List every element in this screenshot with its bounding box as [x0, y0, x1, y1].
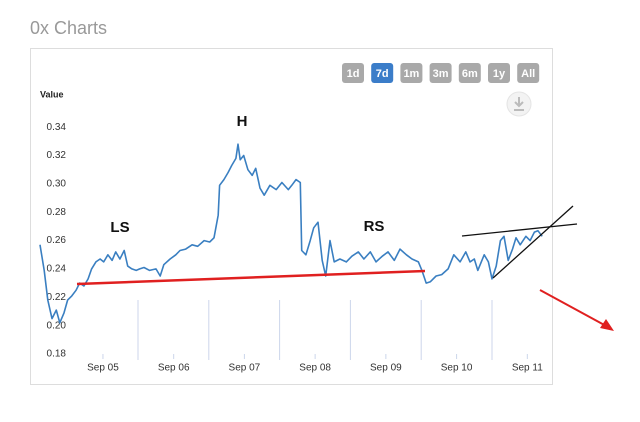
chart-panel — [30, 48, 553, 385]
button-bg — [488, 63, 510, 83]
x-tick-label: Sep 06 — [158, 363, 190, 374]
arrow-head — [600, 319, 614, 331]
range-button[interactable]: 7d — [371, 63, 394, 83]
button-label: 1d — [347, 68, 360, 80]
range-button[interactable]: 1d — [342, 63, 364, 83]
button-bg — [458, 63, 481, 83]
y-tick-label: 0.30 — [47, 179, 67, 190]
x-tick-label: Sep 09 — [370, 363, 402, 374]
range-button[interactable]: 3m — [429, 63, 452, 83]
button-bg — [400, 63, 423, 83]
range-button[interactable]: All — [517, 63, 540, 83]
button-bg — [371, 63, 394, 83]
button-bg — [342, 63, 364, 83]
button-label: All — [521, 68, 535, 80]
range-button[interactable]: 1y — [488, 63, 510, 83]
y-tick-label: 0.22 — [47, 292, 67, 303]
annotation: LS — [110, 219, 129, 236]
arrow-line — [539, 289, 609, 328]
wedge-bottom — [492, 205, 574, 279]
button-label: 6m — [462, 68, 478, 80]
x-tick-label: Sep 05 — [87, 363, 119, 374]
button-bg — [429, 63, 452, 83]
range-button[interactable]: 6m — [458, 63, 481, 83]
y-tick-label: 0.24 — [47, 264, 67, 275]
button-label: 1y — [493, 68, 506, 80]
button-bg — [517, 63, 540, 83]
y-tick-label: 0.20 — [47, 320, 67, 331]
wedge-top — [461, 223, 578, 237]
y-tick-label: 0.32 — [47, 150, 67, 161]
y-tick-label: 0.28 — [47, 207, 67, 218]
y-tick-label: 0.34 — [47, 122, 67, 133]
neckline — [76, 269, 426, 286]
x-tick-label: Sep 07 — [229, 363, 261, 374]
button-label: 1m — [403, 68, 419, 80]
page-title: 0x Charts — [30, 18, 107, 38]
y-tick-label: 0.18 — [47, 349, 67, 360]
price-line — [39, 143, 543, 324]
button-label: 7d — [376, 68, 389, 80]
range-button[interactable]: 1m — [400, 63, 423, 83]
y-axis-label: Value — [40, 89, 64, 99]
button-label: 3m — [433, 68, 449, 80]
annotation: RS — [364, 218, 385, 235]
x-tick-label: Sep 11 — [512, 363, 543, 374]
y-tick-label: 0.26 — [47, 235, 67, 246]
x-tick-label: Sep 10 — [441, 363, 473, 374]
download-button[interactable] — [506, 91, 532, 117]
annotation: H — [237, 113, 248, 130]
x-tick-label: Sep 08 — [299, 363, 331, 374]
